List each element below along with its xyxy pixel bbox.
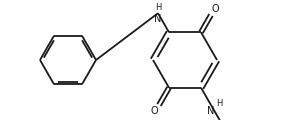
Text: H: H	[155, 3, 161, 12]
Text: N: N	[154, 14, 162, 24]
Text: O: O	[150, 106, 158, 116]
Text: H: H	[216, 99, 222, 108]
Text: O: O	[212, 4, 220, 14]
Text: N: N	[207, 106, 215, 116]
